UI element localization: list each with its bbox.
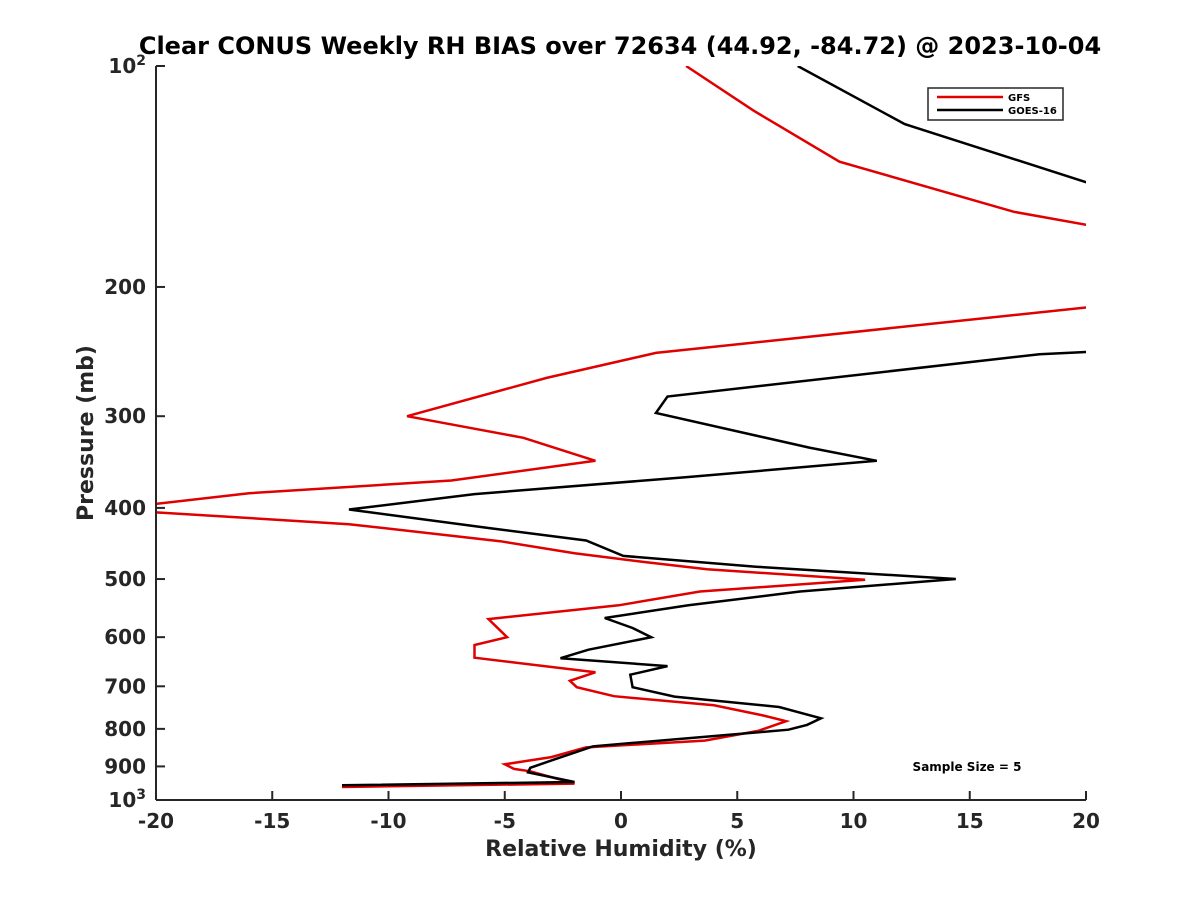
x-tick-label: 15 — [956, 809, 984, 833]
x-tick-label: 0 — [614, 809, 628, 833]
x-tick-label: 20 — [1072, 809, 1100, 833]
y-tick-label: 102 — [108, 53, 146, 78]
y-tick-label: 800 — [104, 717, 146, 741]
legend-label-gfs: GFS — [1008, 93, 1030, 104]
y-axis-label: Pressure (mb) — [74, 345, 99, 521]
x-tick-label: -15 — [254, 809, 290, 833]
x-tick-label: -5 — [494, 809, 516, 833]
y-tick-label: 400 — [104, 496, 146, 520]
y-tick-label: 500 — [104, 567, 146, 591]
legend-label-goes16: GOES-16 — [1008, 106, 1057, 117]
x-axis-label: Relative Humidity (%) — [485, 837, 757, 862]
y-tick-label: 700 — [104, 674, 146, 698]
series-line-goes16 — [341, 66, 1086, 787]
plot-area — [156, 66, 1086, 800]
series-line-gfs — [156, 66, 1086, 789]
y-tick-label: 300 — [104, 404, 146, 428]
sample-size-annotation: Sample Size = 5 — [913, 760, 1022, 774]
x-tick-label: -10 — [370, 809, 406, 833]
legend: GFS GOES-16 — [927, 87, 1064, 121]
y-tick-label: 600 — [104, 625, 146, 649]
legend-box — [927, 87, 1064, 121]
x-tick-label: 10 — [840, 809, 868, 833]
y-tick-label: 103 — [108, 787, 146, 812]
y-tick-label: 200 — [104, 275, 146, 299]
y-tick-label: 900 — [104, 754, 146, 778]
x-ticks: -20 -15 -10 -5 0 5 10 15 20 — [138, 791, 1100, 833]
chart-title: Clear CONUS Weekly RH BIAS over 72634 (4… — [139, 32, 1101, 60]
x-tick-label: 5 — [730, 809, 744, 833]
x-tick-label: -20 — [138, 809, 174, 833]
series-layer — [156, 66, 1086, 789]
y-ticks: 102 200 300 400 500 600 700 800 900 103 — [104, 53, 165, 812]
